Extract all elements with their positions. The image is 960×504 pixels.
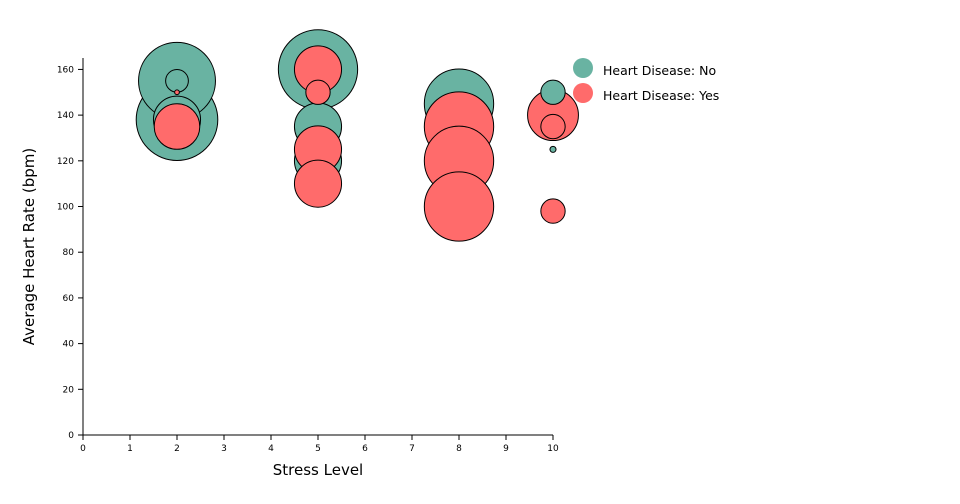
x-tick-label: 2 xyxy=(174,444,180,454)
legend-label-yes: Heart Disease: Yes xyxy=(603,88,719,103)
bubble-no[interactable] xyxy=(540,79,566,105)
y-axis-title: Average Heart Rate (bpm) xyxy=(20,148,38,345)
x-tick-label: 5 xyxy=(315,444,321,454)
legend-swatch-no xyxy=(573,58,593,78)
bubble-no[interactable] xyxy=(549,145,557,153)
x-tick-label: 0 xyxy=(80,444,86,454)
legend-swatch-yes xyxy=(573,83,593,103)
y-tick-label: 60 xyxy=(63,294,75,304)
y-axis-ticks: 0 20 40 60 80 100 120 140 160 xyxy=(57,65,83,441)
bubble-yes[interactable] xyxy=(540,198,566,224)
bubble-yes[interactable] xyxy=(423,171,495,242)
x-tick-label: 10 xyxy=(547,444,559,454)
x-tick-label: 3 xyxy=(221,444,227,454)
bubble-yes[interactable] xyxy=(540,113,566,140)
bubble-yes[interactable] xyxy=(293,159,343,208)
y-tick-label: 160 xyxy=(57,65,74,75)
x-axis-title: Stress Level xyxy=(273,461,363,479)
y-tick-label: 120 xyxy=(57,157,74,167)
x-tick-label: 1 xyxy=(127,444,133,454)
axes-layer: 0 1 2 3 4 5 6 7 8 9 10 0 20 40 60 80 100 120 140 160 xyxy=(57,58,559,454)
x-tick-label: 4 xyxy=(268,444,274,454)
legend-item-no[interactable]: Heart Disease: No xyxy=(573,58,716,78)
y-tick-label: 0 xyxy=(68,431,74,441)
x-tick-label: 6 xyxy=(362,444,368,454)
bubble-yes[interactable] xyxy=(305,79,331,105)
y-tick-label: 140 xyxy=(57,111,74,121)
bubble-layer xyxy=(135,29,579,242)
x-tick-label: 7 xyxy=(409,444,415,454)
y-tick-label: 100 xyxy=(57,203,74,213)
legend-item-yes[interactable]: Heart Disease: Yes xyxy=(573,83,719,103)
y-tick-label: 40 xyxy=(63,340,75,350)
bubble-yes[interactable] xyxy=(153,103,201,150)
bubble-no[interactable] xyxy=(165,68,189,93)
x-tick-label: 9 xyxy=(503,444,509,454)
legend: Heart Disease: No Heart Disease: Yes xyxy=(573,58,719,103)
x-axis-ticks: 0 1 2 3 4 5 6 7 8 9 10 xyxy=(80,435,559,454)
y-tick-label: 80 xyxy=(63,248,75,258)
x-tick-label: 8 xyxy=(456,444,462,454)
legend-label-no: Heart Disease: No xyxy=(603,63,716,78)
bubble-yes[interactable] xyxy=(174,89,180,96)
y-tick-label: 20 xyxy=(63,385,75,395)
